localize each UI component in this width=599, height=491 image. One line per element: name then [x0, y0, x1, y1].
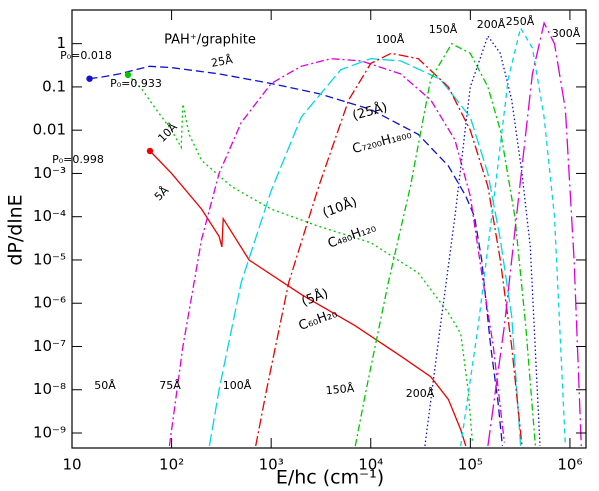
x-tick-label: 10⁴: [358, 456, 383, 474]
annotation: (5Å): [299, 285, 330, 309]
x-axis-label: E/hc (cm⁻¹): [276, 467, 384, 489]
annotation: P₀=0.933: [110, 77, 162, 90]
x-tick-label: 10⁶: [557, 456, 582, 474]
annotation: C₄₈₀H₁₂₀: [326, 220, 378, 251]
start-point: [146, 147, 154, 155]
y-tick-label: 0.01: [33, 121, 66, 139]
start-point: [86, 75, 93, 82]
annotation: 100Å: [223, 379, 252, 392]
y-tick-label: 10⁻⁸: [33, 380, 66, 398]
y-axis-label: dP/dlnE: [5, 194, 27, 265]
annotation: C₇₂₀₀H₁₈₀₀: [351, 127, 413, 157]
curve: [487, 21, 582, 447]
annotation: (25Å): [351, 99, 390, 124]
curve: [149, 150, 467, 447]
annotation: 150Å: [325, 382, 355, 397]
y-tick-label: 10⁻⁷: [33, 337, 66, 355]
curve: [255, 52, 523, 447]
x-tick-label: 10³: [259, 456, 284, 474]
annotation: PAH⁺/graphite: [164, 33, 256, 48]
annotation: 50Å: [94, 379, 116, 392]
curve: [168, 58, 506, 447]
annotation: 25Å: [210, 53, 234, 70]
annotation: P₀=0.018: [60, 49, 112, 62]
curve: [424, 34, 541, 447]
plot-frame: [71, 9, 587, 449]
y-tick-label: 10⁻⁹: [33, 423, 66, 441]
curve: [460, 26, 567, 447]
annotation: 5Å: [152, 184, 172, 204]
start-point: [124, 71, 132, 79]
annotation: 75Å: [159, 379, 181, 392]
curve: [127, 74, 474, 443]
annotation: C₆₀H₂₀: [297, 306, 339, 334]
curves: [89, 21, 582, 447]
annotation: 100Å: [376, 33, 405, 46]
y-tick-label: 1: [56, 34, 66, 52]
annotation: 200Å: [477, 18, 506, 31]
y-tick-label: 10⁻³: [33, 164, 66, 182]
curve: [208, 58, 522, 447]
x-tick-label: 10⁵: [458, 456, 483, 474]
annotation: 250Å: [506, 15, 535, 28]
annotation: P₀=0.998: [52, 153, 104, 166]
y-tick-label: 10⁻⁴: [33, 207, 66, 225]
annotation: 300Å: [552, 27, 581, 40]
y-tick-label: 0.1: [42, 77, 66, 95]
annotation: 10Å: [155, 120, 180, 145]
curve: [89, 65, 504, 447]
y-tick-label: 10⁻⁵: [33, 250, 66, 268]
annotation: 200Å: [406, 387, 435, 400]
annotation: (10Å): [320, 194, 359, 221]
y-tick-label: 10⁻⁶: [33, 294, 66, 312]
annotation: 150Å: [429, 23, 458, 36]
x-tick-label: 10²: [159, 456, 184, 474]
x-tick-label: 10: [62, 456, 81, 474]
curve: [354, 42, 537, 447]
